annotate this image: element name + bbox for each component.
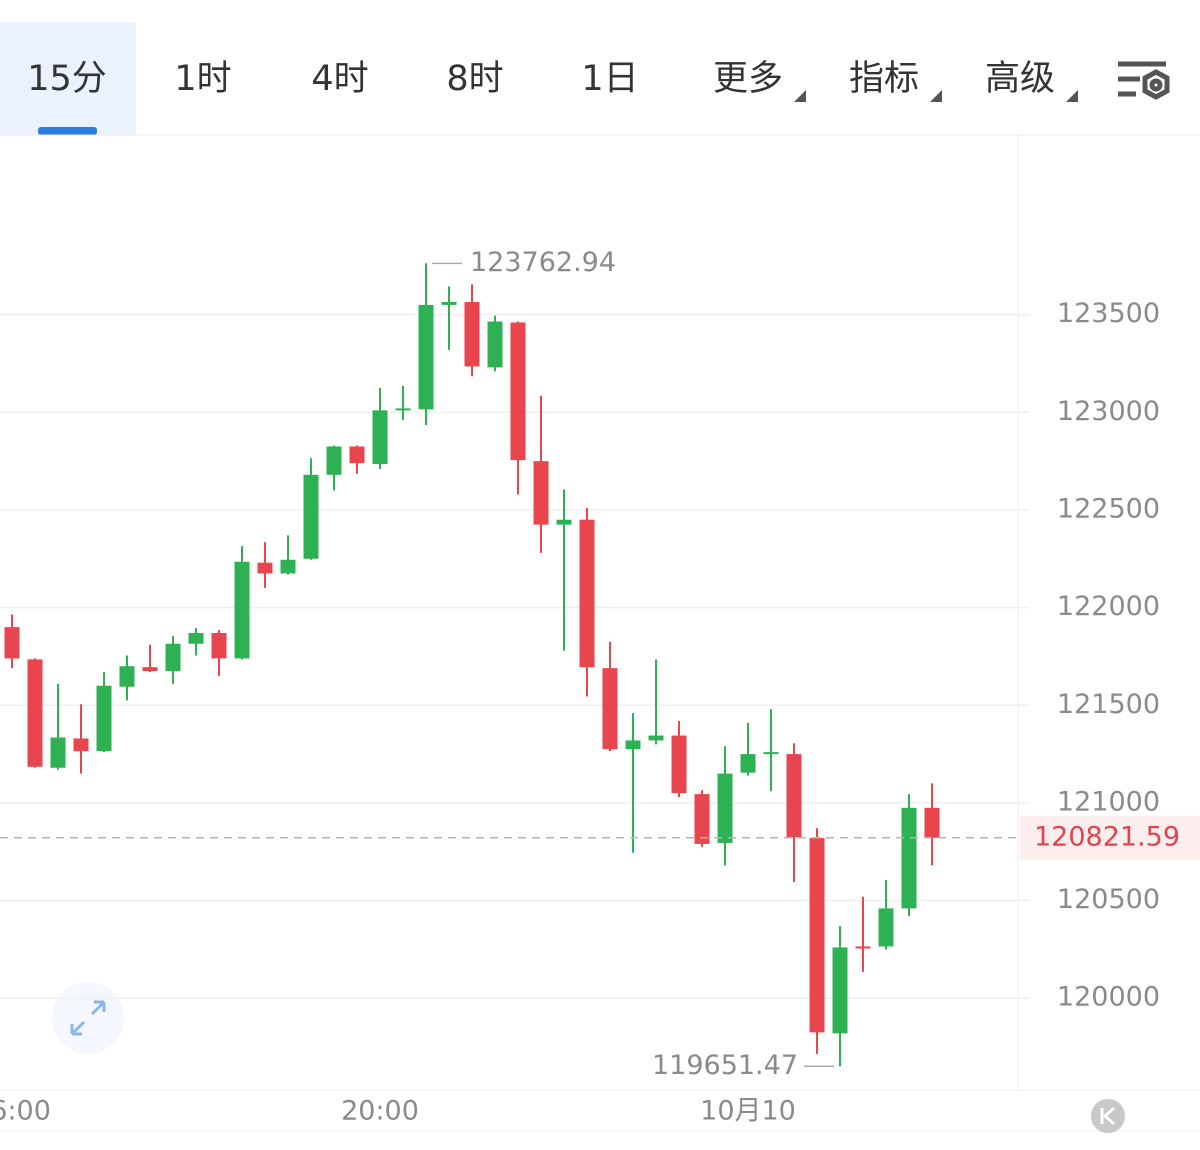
candle-body bbox=[372, 410, 388, 465]
tab-label[interactable]: 15分 bbox=[27, 59, 107, 99]
candle-body bbox=[27, 659, 43, 767]
candle-body bbox=[142, 667, 158, 672]
expand-button[interactable] bbox=[52, 982, 124, 1054]
y-tick-label: 120000 bbox=[1057, 982, 1160, 1013]
x-tick-label: 16:00 bbox=[0, 1096, 51, 1127]
x-tick-label: 20:00 bbox=[341, 1096, 419, 1127]
candle-body bbox=[464, 301, 480, 367]
candle-body bbox=[533, 461, 549, 525]
candle-body bbox=[395, 408, 411, 411]
candle-body bbox=[326, 446, 342, 475]
tab-label[interactable]: 1日 bbox=[581, 59, 638, 99]
settings-icon[interactable] bbox=[1118, 61, 1170, 100]
y-tick-label: 120500 bbox=[1057, 884, 1160, 915]
candle-body bbox=[349, 446, 365, 464]
candle-body bbox=[671, 735, 687, 794]
candle-body bbox=[188, 633, 204, 644]
candle-body bbox=[855, 946, 871, 949]
candle-body bbox=[234, 561, 250, 659]
active-tab-bg[interactable] bbox=[0, 22, 136, 135]
tab-label[interactable]: 高级 bbox=[985, 59, 1055, 99]
y-tick-label: 122000 bbox=[1057, 591, 1160, 622]
candle-body bbox=[924, 807, 940, 838]
tab-label[interactable]: 4时 bbox=[311, 59, 368, 99]
candle-body bbox=[579, 519, 595, 668]
candle-body bbox=[878, 908, 894, 947]
candle-body bbox=[694, 794, 710, 844]
tab-label[interactable]: 指标 bbox=[849, 59, 919, 99]
candle-body bbox=[441, 301, 457, 305]
candle-body bbox=[303, 474, 319, 559]
low-label: 119651.47 bbox=[652, 1050, 798, 1081]
high-label: 123762.94 bbox=[470, 247, 616, 278]
candle-body bbox=[901, 807, 917, 909]
active-tab-indicator bbox=[38, 127, 97, 135]
candle-body bbox=[717, 773, 733, 843]
candle-body bbox=[556, 519, 572, 525]
y-tick-label: 122500 bbox=[1057, 493, 1160, 524]
candle-body bbox=[648, 735, 664, 741]
candle-body bbox=[73, 738, 89, 752]
candle-body bbox=[211, 633, 227, 659]
candle-body bbox=[257, 562, 273, 574]
candle-body bbox=[602, 668, 618, 750]
candle-body bbox=[119, 666, 135, 687]
last-price-label: 120821.59 bbox=[1034, 821, 1180, 852]
tab-label[interactable]: 更多 bbox=[713, 59, 783, 99]
candle-body bbox=[418, 304, 434, 410]
candle-body bbox=[4, 627, 20, 659]
candle-body bbox=[832, 947, 848, 1034]
x-tick-label: 10月10 bbox=[700, 1096, 796, 1127]
candle-body bbox=[625, 740, 641, 750]
y-tick-label: 123500 bbox=[1057, 298, 1160, 329]
candle-body bbox=[809, 838, 825, 1033]
scroll-button[interactable] bbox=[1091, 1099, 1125, 1133]
candle-body bbox=[786, 754, 802, 838]
tab-label[interactable]: 1时 bbox=[174, 59, 231, 99]
candle-body bbox=[96, 685, 112, 752]
candle-body bbox=[763, 752, 779, 755]
y-tick-label: 123000 bbox=[1057, 396, 1160, 427]
candle-body bbox=[280, 559, 296, 574]
tab-label[interactable]: 8时 bbox=[446, 59, 503, 99]
y-tick-label: 121000 bbox=[1057, 786, 1160, 817]
candle-body bbox=[50, 737, 66, 768]
candle-body bbox=[510, 322, 526, 461]
candle-body bbox=[740, 754, 756, 773]
y-tick-label: 121500 bbox=[1057, 689, 1160, 720]
last-price-box bbox=[1020, 815, 1200, 860]
candle-body bbox=[165, 643, 181, 672]
candle-body bbox=[487, 321, 503, 368]
dropdown-triangles bbox=[794, 90, 1078, 102]
